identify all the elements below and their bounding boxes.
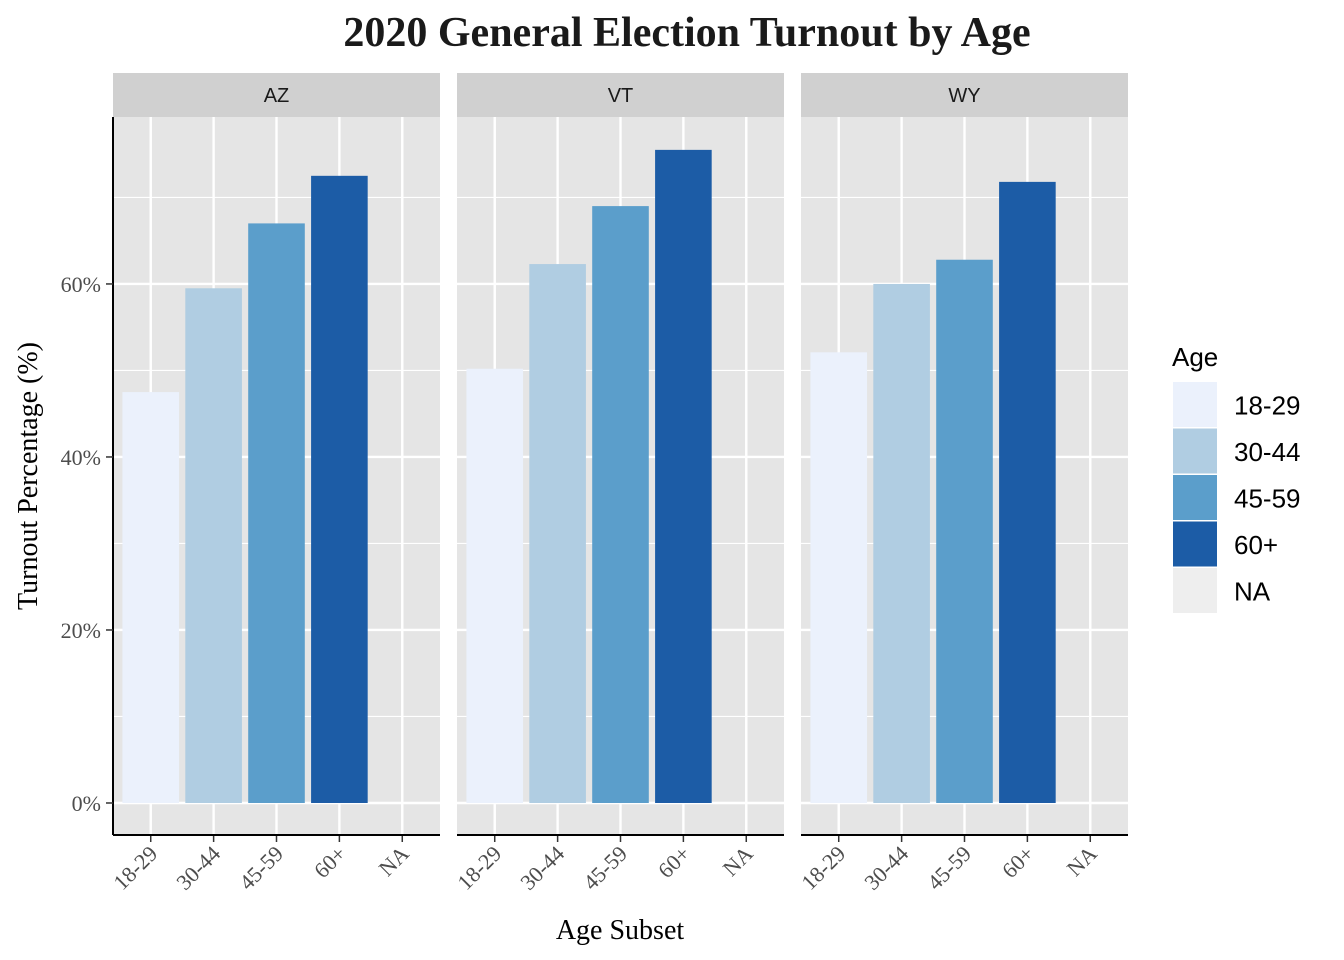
x-tick-label: 30-44 [859, 841, 913, 895]
legend-key-18-29 [1173, 382, 1217, 427]
bar-vt-30-44 [529, 264, 586, 803]
x-tick-label: NA [1062, 841, 1102, 881]
bar-vt-45-59 [592, 206, 649, 803]
bar-wy-30-44 [873, 283, 930, 803]
y-axis: 0% 20% 40% 60% [61, 117, 114, 835]
legend-label: 18-29 [1234, 390, 1301, 420]
legend-label: NA [1234, 576, 1271, 606]
y-tick-label: 60% [61, 272, 101, 297]
legend: Age 18-29 30-44 45-59 60+ NA [1172, 342, 1301, 613]
y-tick-label: 0% [72, 791, 101, 816]
bar-az-18-29 [122, 392, 180, 803]
legend-key-45-59 [1173, 475, 1217, 520]
bar-wy-45-59 [936, 259, 993, 803]
facet-panel-vt: VT 18-29 30-44 45-59 60+ NA [452, 73, 784, 895]
bar-vt-18-29 [466, 368, 524, 803]
legend-label: 45-59 [1234, 483, 1301, 513]
x-tick-label: 18-29 [108, 841, 162, 895]
x-tick-label: NA [374, 841, 414, 881]
bar-wy-18-29 [810, 352, 868, 803]
legend-key-na [1173, 568, 1217, 613]
legend-title: Age [1172, 342, 1218, 372]
x-tick-label: 30-44 [171, 841, 225, 895]
x-tick-label: 30-44 [515, 841, 569, 895]
x-tick-label: 60+ [309, 841, 351, 883]
x-tick-label: 60+ [653, 841, 695, 883]
facet-label: WY [948, 85, 980, 107]
y-axis-title: Turnout Percentage (%) [13, 342, 44, 610]
legend-key-60plus [1173, 521, 1217, 567]
legend-key-30-44 [1173, 428, 1217, 474]
y-tick-label: 40% [61, 445, 101, 470]
x-tick-label: 18-29 [796, 841, 850, 895]
facet-label: AZ [264, 85, 290, 107]
facet-strip [457, 73, 784, 117]
legend-label: 30-44 [1234, 437, 1301, 467]
bar-wy-60plus [999, 181, 1056, 803]
bar-az-60plus [311, 175, 368, 803]
x-tick-label: 18-29 [452, 841, 506, 895]
facet-panel-wy: WY 18-29 30-44 45-59 60+ NA [796, 73, 1128, 895]
facet-strip [113, 73, 440, 117]
legend-label: 60+ [1234, 530, 1278, 560]
bar-az-30-44 [185, 288, 242, 803]
y-tick-label: 20% [61, 618, 101, 643]
facet-strip [801, 73, 1128, 117]
chart-title: 2020 General Election Turnout by Age [343, 10, 1030, 56]
x-tick-label: 45-59 [922, 841, 976, 895]
x-axis-title: Age Subset [556, 915, 685, 946]
x-tick-label: 45-59 [578, 841, 632, 895]
x-tick-label: NA [718, 841, 758, 881]
x-tick-label: 45-59 [234, 841, 288, 895]
x-tick-label: 60+ [997, 841, 1039, 883]
bar-vt-60plus [655, 149, 712, 803]
facet-label: VT [608, 85, 634, 107]
facet-panel-az: AZ 18-29 30-44 45-59 60+ NA [108, 73, 440, 895]
bar-az-45-59 [248, 223, 305, 803]
